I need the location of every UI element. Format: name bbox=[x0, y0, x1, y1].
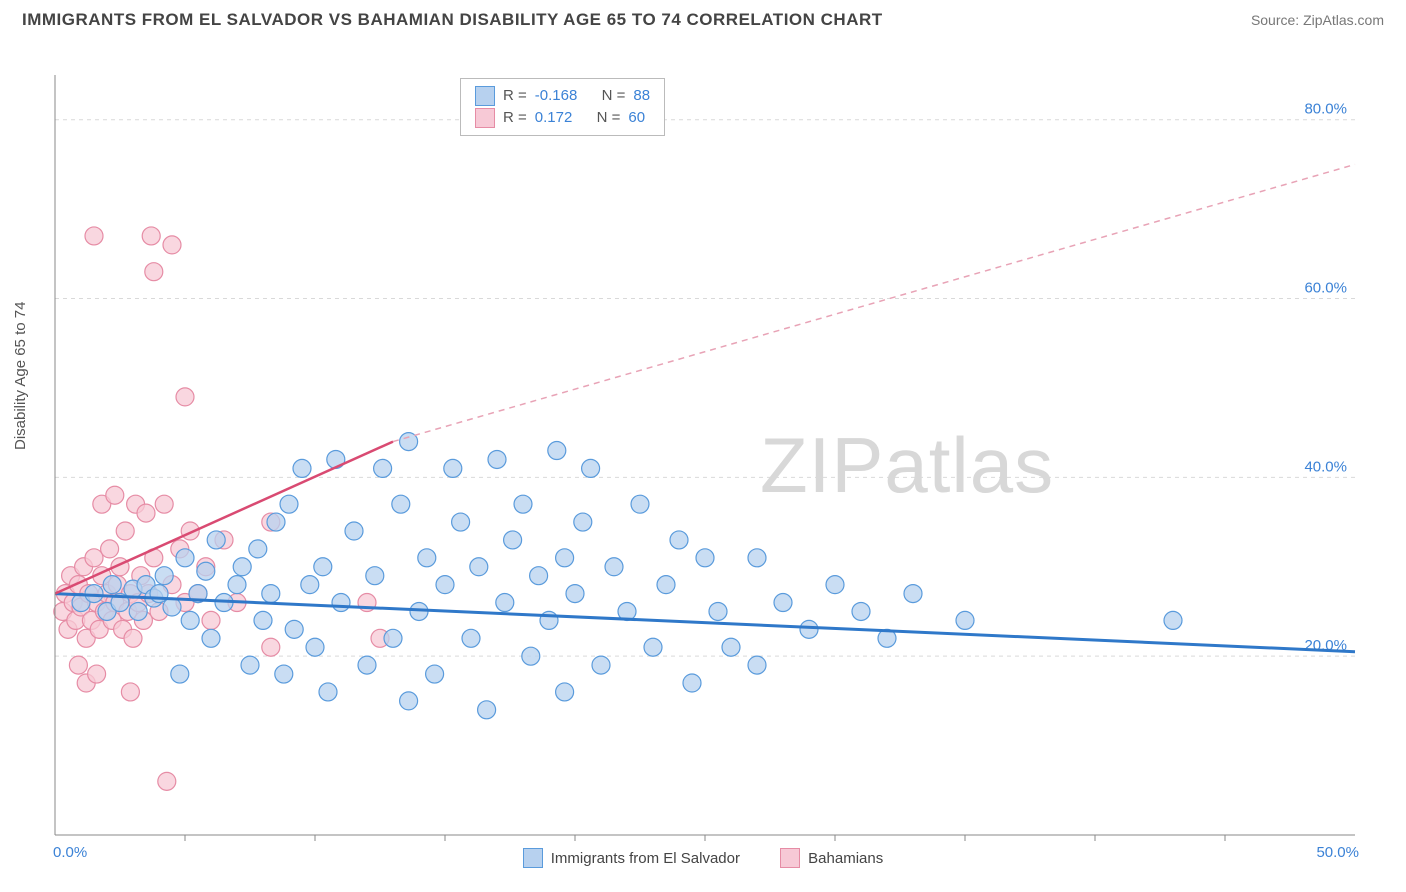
chart-title: IMMIGRANTS FROM EL SALVADOR VS BAHAMIAN … bbox=[22, 10, 883, 30]
svg-text:60.0%: 60.0% bbox=[1304, 280, 1347, 297]
chart-svg: 20.0%40.0%60.0%80.0%0.0%50.0% bbox=[0, 30, 1406, 880]
legend-swatch bbox=[475, 108, 495, 128]
header: IMMIGRANTS FROM EL SALVADOR VS BAHAMIAN … bbox=[0, 0, 1406, 30]
legend-item: Immigrants from El Salvador bbox=[523, 848, 740, 868]
legend-item: Bahamians bbox=[780, 848, 883, 868]
r-label: R = bbox=[503, 85, 527, 107]
r-value: 0.172 bbox=[535, 107, 573, 129]
r-value: -0.168 bbox=[535, 85, 578, 107]
n-value: 88 bbox=[633, 85, 650, 107]
legend-series: Immigrants from El Salvador Bahamians bbox=[0, 848, 1406, 872]
legend-swatch bbox=[780, 848, 800, 868]
source-label: Source: ZipAtlas.com bbox=[1251, 12, 1384, 28]
n-label: N = bbox=[597, 107, 621, 129]
legend-swatch bbox=[523, 848, 543, 868]
chart-area: Disability Age 65 to 74 ZIPatlas 20.0%40… bbox=[0, 30, 1406, 880]
n-value: 60 bbox=[628, 107, 645, 129]
legend-label: Bahamians bbox=[808, 850, 883, 867]
legend-stats-row: R = -0.168 N = 88 bbox=[475, 85, 650, 107]
r-label: R = bbox=[503, 107, 527, 129]
n-label: N = bbox=[602, 85, 626, 107]
legend-stats-row: R = 0.172 N = 60 bbox=[475, 107, 650, 129]
svg-text:40.0%: 40.0% bbox=[1304, 458, 1347, 475]
legend-stats: R = -0.168 N = 88 R = 0.172 N = 60 bbox=[460, 78, 665, 136]
svg-text:80.0%: 80.0% bbox=[1304, 101, 1347, 118]
legend-swatch bbox=[475, 86, 495, 106]
legend-label: Immigrants from El Salvador bbox=[551, 850, 740, 867]
y-axis-label: Disability Age 65 to 74 bbox=[12, 302, 29, 450]
